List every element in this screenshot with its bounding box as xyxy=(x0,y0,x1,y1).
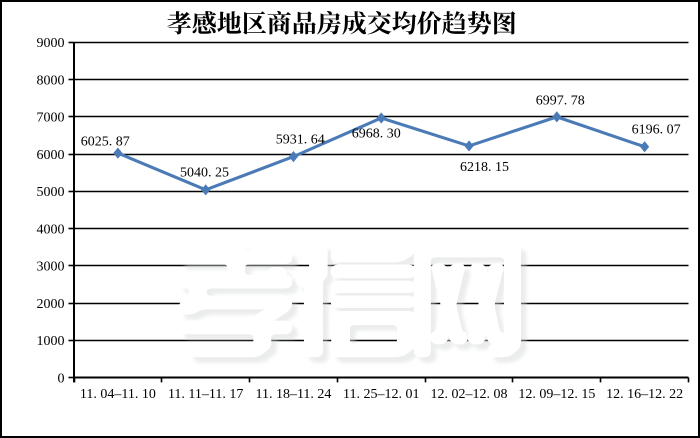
svg-text:12. 16–12. 22: 12. 16–12. 22 xyxy=(606,387,683,402)
svg-text:5000: 5000 xyxy=(37,185,65,200)
svg-text:6196. 07: 6196. 07 xyxy=(632,123,681,138)
svg-text:11. 25–12. 01: 11. 25–12. 01 xyxy=(343,387,419,402)
svg-text:8000: 8000 xyxy=(37,73,65,88)
svg-text:11. 18–11. 24: 11. 18–11. 24 xyxy=(255,387,331,402)
svg-text:12. 02–12. 08: 12. 02–12. 08 xyxy=(431,387,508,402)
svg-text:11. 04–11. 10: 11. 04–11. 10 xyxy=(80,387,156,402)
svg-text:5040. 25: 5040. 25 xyxy=(180,165,229,180)
svg-text:6997. 78: 6997. 78 xyxy=(536,93,585,108)
svg-text:6000: 6000 xyxy=(37,148,65,163)
svg-text:0: 0 xyxy=(58,371,65,386)
svg-text:6025. 87: 6025. 87 xyxy=(81,134,130,149)
svg-text:5931. 64: 5931. 64 xyxy=(276,133,325,148)
svg-text:7000: 7000 xyxy=(37,111,65,126)
svg-text:1000: 1000 xyxy=(37,334,65,349)
svg-text:12. 09–12. 15: 12. 09–12. 15 xyxy=(518,387,595,402)
svg-text:11. 11–11. 17: 11. 11–11. 17 xyxy=(168,387,243,402)
svg-text:9000: 9000 xyxy=(37,36,65,51)
svg-text:4000: 4000 xyxy=(37,222,65,237)
svg-text:6218. 15: 6218. 15 xyxy=(460,160,509,175)
svg-text:6968. 30: 6968. 30 xyxy=(352,127,401,142)
svg-text:2000: 2000 xyxy=(37,297,65,312)
svg-text:3000: 3000 xyxy=(37,260,65,275)
